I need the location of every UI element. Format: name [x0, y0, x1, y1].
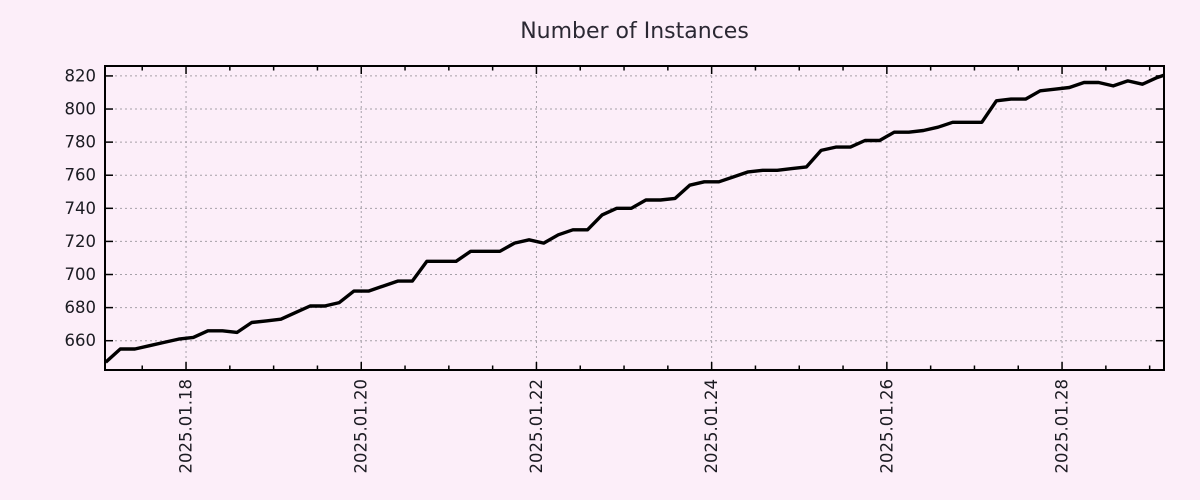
y-tick-label: 700 [65, 265, 97, 284]
x-tick-label: 2025.01.22 [527, 379, 546, 473]
x-tick-label: 2025.01.18 [177, 379, 196, 473]
y-tick-label: 800 [65, 100, 97, 119]
series-line [105, 73, 1164, 364]
x-tick-label: 2025.01.28 [1053, 379, 1072, 473]
chart-title: Number of Instances [520, 19, 749, 44]
y-tick-label: 740 [65, 199, 97, 218]
y-tick-label: 680 [65, 298, 97, 317]
x-tick-label: 2025.01.26 [877, 379, 896, 473]
y-tick-label: 760 [65, 166, 97, 185]
y-tick-label: 780 [65, 133, 97, 152]
y-tick-label: 660 [65, 331, 97, 350]
y-tick-label: 820 [65, 66, 97, 85]
x-tick-label: 2025.01.24 [702, 379, 721, 473]
y-tick-label: 720 [65, 232, 97, 251]
plot-border [104, 65, 1165, 371]
x-tick-label: 2025.01.20 [352, 379, 371, 473]
